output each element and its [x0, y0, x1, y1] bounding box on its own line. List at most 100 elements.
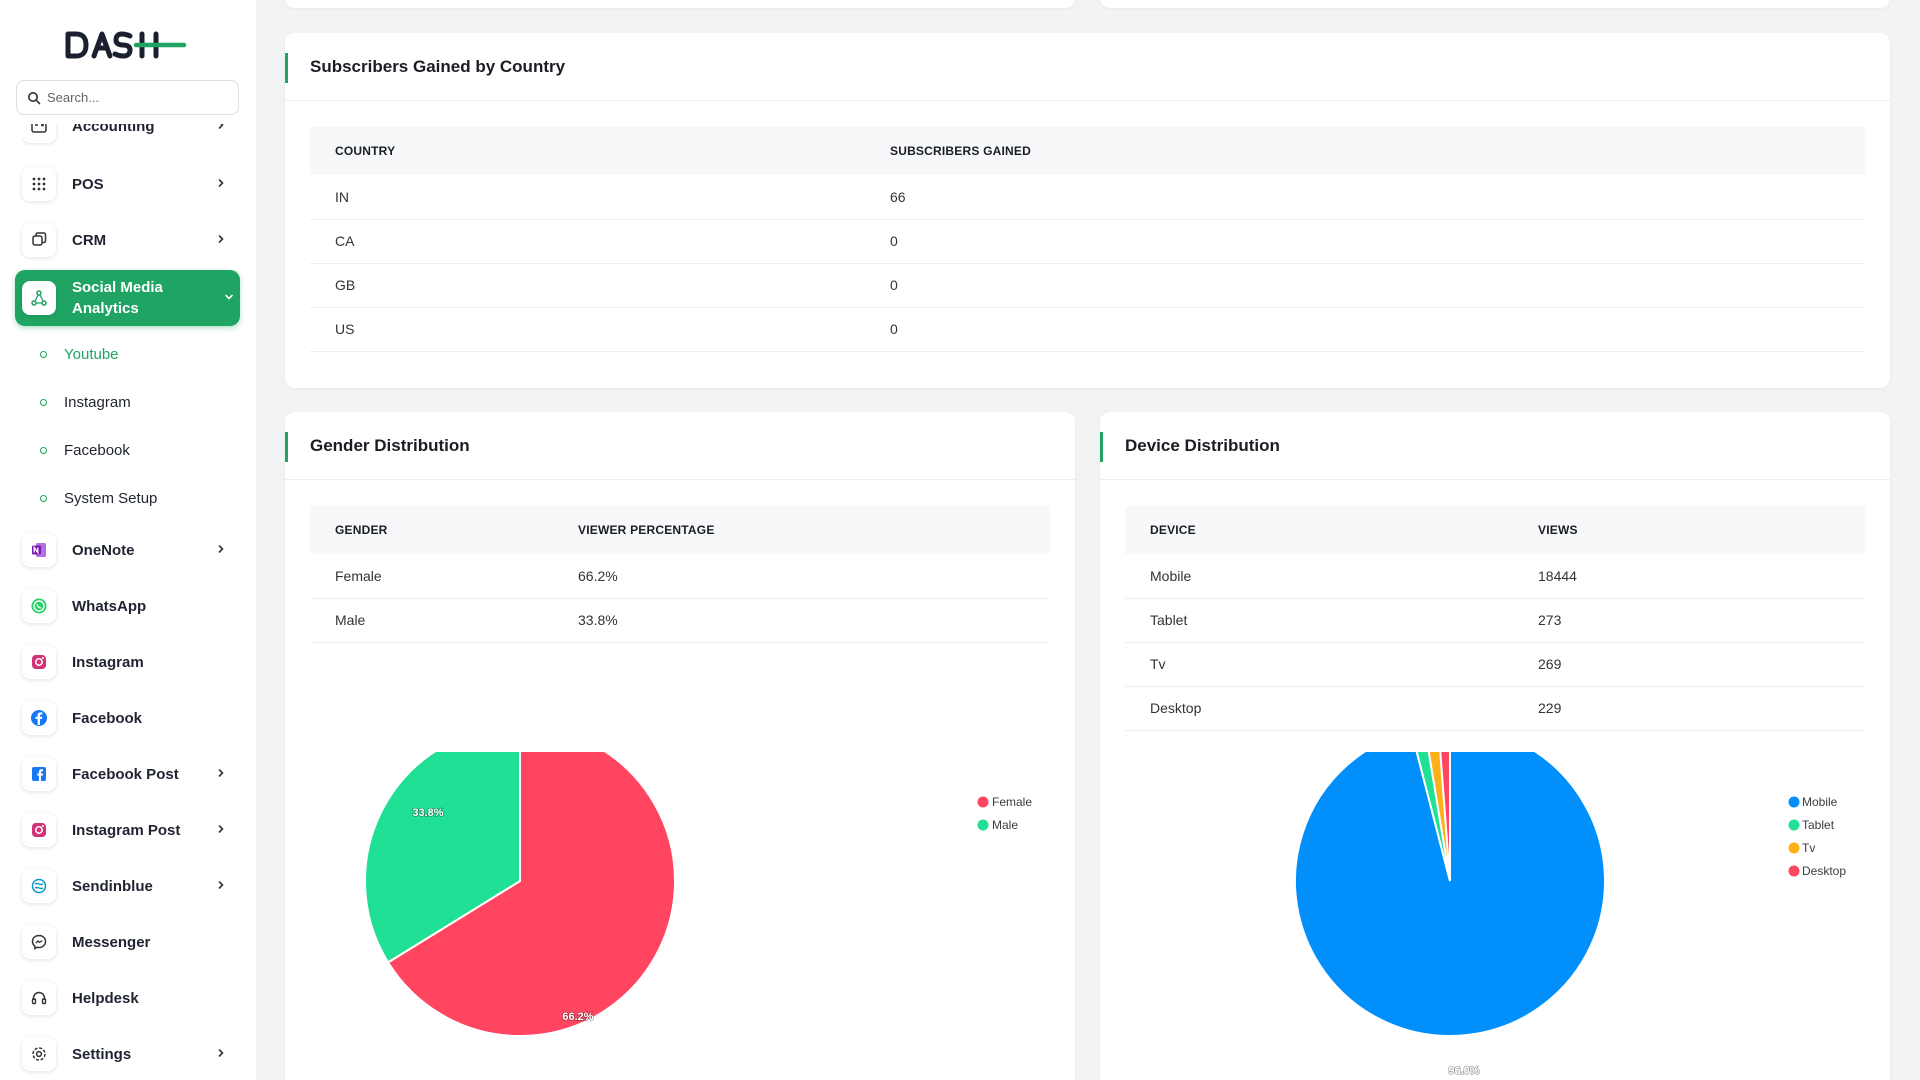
subscribers-table-body: IN 66 CA 0 GB 0 US 0 [310, 175, 1865, 352]
sidebar-item-label: Sendinblue [72, 877, 153, 895]
sidebar-item-onenote[interactable]: OneNote [22, 530, 232, 570]
subscribers-card: Subscribers Gained by Country COUNTRY SU… [285, 33, 1890, 388]
sidebar-item-whatsapp[interactable]: WhatsApp [22, 586, 232, 626]
subscribers-gained-cell: 0 [865, 219, 1865, 264]
legend-label[interactable]: Tv [1802, 841, 1815, 855]
top-card-right [1100, 0, 1890, 8]
pie-data-label: 33.8% [412, 807, 443, 819]
col-header-country: COUNTRY [310, 127, 865, 175]
submenu-item-label: Instagram [64, 393, 131, 411]
sidebar-item-pos[interactable]: POS [22, 164, 232, 204]
legend-label[interactable]: Tablet [1802, 818, 1835, 832]
viewer-percentage-cell: 66.2% [553, 554, 1050, 599]
sidebar-item-messenger[interactable]: Messenger [22, 922, 232, 962]
search-icon [28, 91, 41, 104]
search-box[interactable] [16, 80, 239, 115]
bullet-icon [40, 446, 47, 454]
table-row: IN 66 [310, 175, 1865, 220]
facebook-post-icon [22, 757, 56, 791]
sidebar-item-instagram[interactable]: Instagram [22, 642, 232, 682]
country-cell: GB [310, 263, 865, 308]
sidebar-item-label: Facebook [72, 709, 143, 727]
sidebar-item-instagram-post[interactable]: Instagram Post [22, 810, 232, 850]
device-cell: Desktop [1125, 686, 1513, 731]
views-cell: 273 [1513, 598, 1865, 643]
sidebar-item-social-media-analytics[interactable]: Social Media Analytics [15, 270, 240, 326]
subscribers-table: COUNTRY SUBSCRIBERS GAINED IN 66 CA 0 GB 0 US 0 [310, 127, 1865, 352]
sidebar-item-sendinblue[interactable]: Sendinblue [22, 866, 232, 906]
col-header-views: VIEWS [1513, 506, 1865, 554]
chevron-right-icon [216, 877, 232, 895]
gender-cell: Female [310, 554, 553, 599]
gender-cell: Male [310, 598, 553, 643]
device-cell: Tv [1125, 642, 1513, 687]
sidebar-item-label: OneNote [72, 541, 135, 559]
search-input[interactable] [47, 90, 217, 105]
chevron-right-icon [216, 124, 232, 135]
share-network-icon [22, 281, 56, 315]
chevron-right-icon [216, 765, 232, 783]
gender-table-body: Female 66.2% Male 33.8% [310, 554, 1050, 643]
chevron-right-icon [216, 1045, 232, 1063]
submenu-item-label: Facebook [64, 441, 130, 459]
dash-logo[interactable] [64, 28, 188, 62]
subscribers-card-title: Subscribers Gained by Country [310, 56, 566, 76]
chevron-right-icon [216, 541, 232, 559]
sidebar-item-label: CRM [72, 231, 107, 249]
legend-label[interactable]: Male [992, 818, 1018, 832]
sidebar-item-label: POS [72, 175, 104, 193]
pie-slice-tv[interactable] [1425, 752, 1451, 882]
sidebar-item-facebook[interactable]: Facebook [22, 698, 232, 738]
legend-label[interactable]: Desktop [1802, 864, 1846, 878]
top-card-left [285, 0, 1075, 8]
sidebar-item-helpdesk[interactable]: Helpdesk [22, 978, 232, 1018]
gender-card-title: Gender Distribution [310, 435, 470, 455]
sidebar-item-label: Accounting [72, 117, 155, 135]
sidebar: Accounting POS CRM Social Media Analytics On… [0, 0, 256, 1080]
device-table-body: Mobile 18444 Tablet 273 Tv 269 Desktop 229 [1125, 554, 1865, 731]
pie-slice-mobile[interactable] [1294, 752, 1606, 1037]
sidebar-item-label: Instagram [72, 653, 144, 671]
views-cell: 269 [1513, 642, 1865, 687]
views-cell: 18444 [1513, 554, 1865, 599]
views-cell: 229 [1513, 686, 1865, 731]
legend-marker [1788, 796, 1800, 808]
headset-icon [22, 981, 56, 1015]
table-row: Female 66.2% [310, 554, 1050, 599]
table-row: CA 0 [310, 219, 1865, 264]
sidebar-item-facebook-post[interactable]: Facebook Post [22, 754, 232, 794]
viewer-percentage-cell: 33.8% [553, 598, 1050, 643]
sidebar-item-crm[interactable]: CRM [22, 220, 232, 260]
onenote-icon [22, 533, 56, 567]
legend-marker [1788, 865, 1800, 877]
crm-icon [22, 223, 56, 257]
chevron-down-icon [224, 289, 240, 307]
device-table: DEVICE VIEWS Mobile 18444 Tablet 273 Tv 269 De… [1125, 506, 1865, 731]
legend-marker [977, 819, 989, 831]
submenu-item-youtube[interactable]: Youtube [40, 342, 119, 366]
facebook-icon [22, 701, 56, 735]
sidebar-item-label: WhatsApp [72, 597, 147, 615]
legend-label[interactable]: Mobile [1802, 795, 1838, 809]
pie-slice-female[interactable] [386, 752, 676, 1037]
submenu-item-facebook[interactable]: Facebook [40, 438, 130, 462]
sidebar-item-label: Facebook Post [72, 765, 179, 783]
subscribers-gained-cell: 0 [865, 307, 1865, 352]
sidebar-item-label: Social Media Analytics [72, 279, 163, 317]
pie-slice-male[interactable] [364, 752, 521, 964]
bullet-icon [40, 494, 47, 502]
device-card-header: Device Distribution [1100, 412, 1890, 480]
submenu-item-system-setup[interactable]: System Setup [40, 486, 157, 510]
col-header-subscribers-gained: SUBSCRIBERS GAINED [865, 127, 1865, 175]
sidebar-item-accounting[interactable]: Accounting [22, 117, 232, 146]
submenu-item-instagram[interactable]: Instagram [40, 390, 131, 414]
subscribers-gained-cell: 0 [865, 263, 1865, 308]
pie-slice-desktop[interactable] [1438, 752, 1451, 882]
dash-logo-icon [65, 31, 187, 59]
instagram-icon [22, 645, 56, 679]
table-row: Mobile 18444 [1125, 554, 1865, 599]
sidebar-item-settings[interactable]: Settings [22, 1034, 232, 1074]
legend-label[interactable]: Female [992, 795, 1032, 809]
device-cell: Mobile [1125, 554, 1513, 599]
